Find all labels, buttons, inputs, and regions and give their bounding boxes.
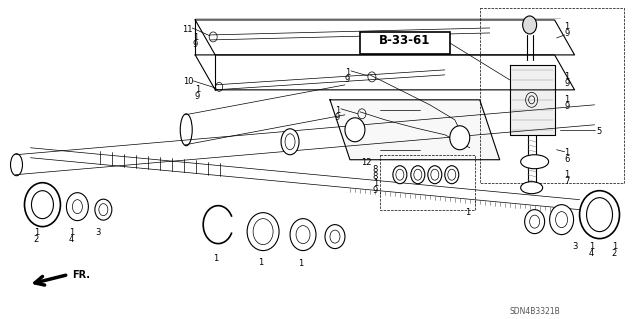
Text: 1: 1 [564, 72, 570, 81]
Text: 1: 1 [214, 254, 219, 263]
Ellipse shape [72, 200, 83, 214]
Text: 8: 8 [372, 172, 378, 181]
Text: 1: 1 [335, 106, 340, 115]
Polygon shape [509, 65, 555, 135]
Ellipse shape [580, 191, 620, 239]
Ellipse shape [290, 219, 316, 251]
Ellipse shape [95, 199, 112, 220]
Ellipse shape [253, 219, 273, 245]
Text: 9: 9 [345, 75, 350, 84]
Text: 5: 5 [596, 127, 602, 136]
Text: 9: 9 [564, 29, 570, 38]
Ellipse shape [523, 16, 536, 34]
Ellipse shape [411, 166, 425, 184]
Text: 11: 11 [182, 25, 192, 34]
Text: B-33-61: B-33-61 [379, 34, 431, 47]
Text: 1: 1 [612, 241, 617, 251]
Ellipse shape [281, 129, 299, 155]
Text: 1: 1 [195, 85, 200, 94]
Text: SDN4B3321B: SDN4B3321B [509, 308, 561, 316]
Bar [480, 8, 625, 183]
Text: 9: 9 [564, 79, 570, 88]
Text: 3: 3 [96, 228, 101, 237]
Ellipse shape [345, 118, 365, 142]
Text: 1: 1 [193, 33, 198, 42]
Text: 1: 1 [68, 228, 74, 237]
Text: 6: 6 [564, 155, 570, 164]
Text: 10: 10 [182, 77, 193, 86]
Ellipse shape [586, 198, 612, 232]
Ellipse shape [325, 225, 345, 249]
Text: 7: 7 [564, 177, 570, 186]
Ellipse shape [521, 182, 543, 194]
Text: 12: 12 [362, 158, 372, 167]
Text: 9: 9 [564, 102, 570, 111]
Text: FR.: FR. [72, 270, 90, 279]
Ellipse shape [428, 166, 442, 184]
Ellipse shape [67, 193, 88, 221]
Ellipse shape [550, 205, 573, 234]
Bar [360, 32, 450, 54]
Ellipse shape [450, 126, 470, 150]
Ellipse shape [521, 155, 548, 169]
Ellipse shape [247, 213, 279, 251]
Text: 1: 1 [345, 68, 350, 77]
Text: 9: 9 [335, 113, 340, 122]
Text: 2: 2 [34, 234, 39, 244]
Text: 1: 1 [298, 259, 303, 268]
Text: 1: 1 [259, 257, 264, 267]
Ellipse shape [525, 210, 545, 234]
Text: 1: 1 [564, 170, 570, 179]
Text: 1: 1 [564, 95, 570, 104]
Ellipse shape [445, 166, 459, 184]
Ellipse shape [24, 183, 60, 226]
Text: 4: 4 [68, 234, 74, 244]
Text: 9: 9 [372, 186, 378, 195]
Ellipse shape [393, 166, 407, 184]
Text: 9: 9 [193, 40, 198, 49]
Text: 1: 1 [564, 148, 570, 157]
Text: 4: 4 [589, 249, 594, 257]
Ellipse shape [31, 191, 54, 219]
Text: 8: 8 [372, 165, 378, 174]
Text: 1: 1 [465, 208, 470, 217]
Text: 1: 1 [564, 22, 570, 31]
Text: 2: 2 [612, 249, 617, 257]
Text: 1: 1 [589, 241, 594, 251]
Text: 9: 9 [195, 92, 200, 101]
Text: 1: 1 [34, 228, 39, 237]
Text: 1: 1 [372, 179, 378, 188]
Bar [26, 185, 60, 197]
Text: 3: 3 [572, 241, 577, 251]
Bar [380, 155, 475, 210]
Polygon shape [330, 100, 500, 160]
